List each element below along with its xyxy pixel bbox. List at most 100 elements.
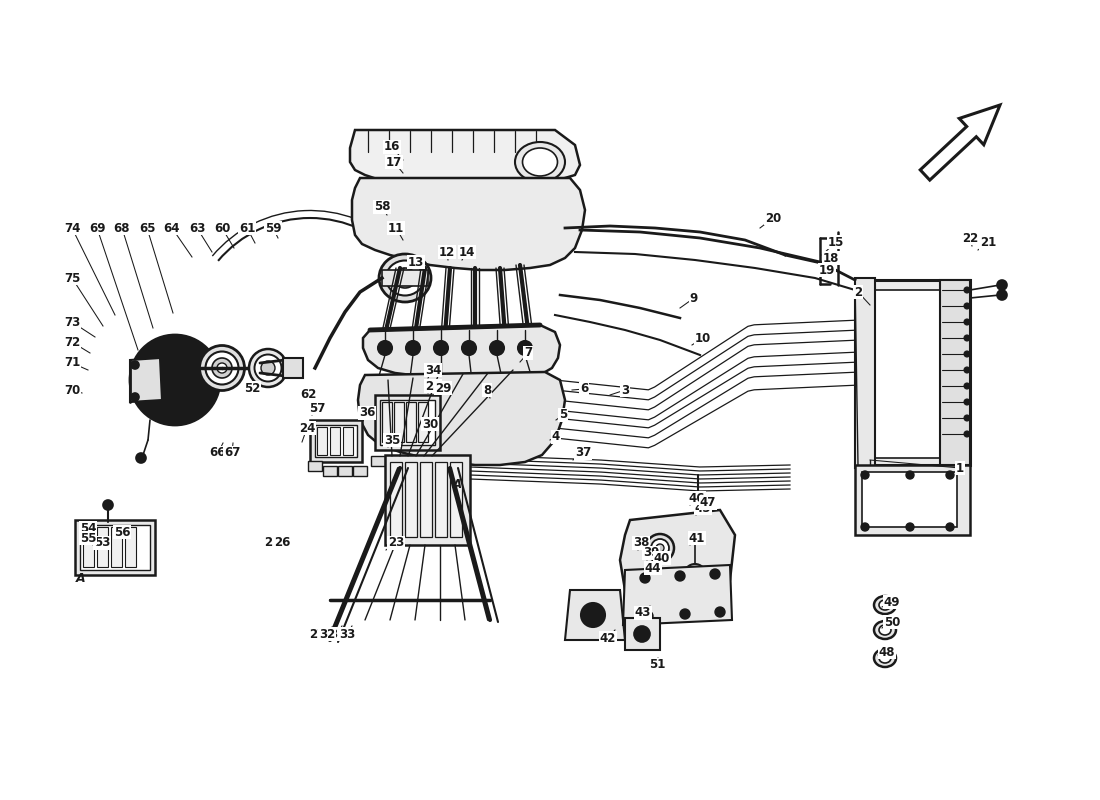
Circle shape — [964, 351, 970, 357]
Text: 5: 5 — [559, 409, 568, 422]
Text: 69: 69 — [89, 222, 106, 234]
Circle shape — [131, 393, 139, 401]
Circle shape — [381, 344, 389, 352]
Text: 39: 39 — [642, 546, 659, 559]
Ellipse shape — [879, 625, 891, 635]
Bar — [385, 455, 470, 545]
Circle shape — [493, 344, 500, 352]
Bar — [97, 527, 108, 567]
Bar — [390, 462, 402, 537]
Bar — [317, 427, 327, 455]
Bar — [855, 465, 970, 535]
Circle shape — [964, 383, 970, 389]
Bar — [434, 462, 447, 537]
Bar — [371, 456, 385, 466]
Circle shape — [964, 287, 970, 293]
Text: 62: 62 — [300, 389, 316, 402]
Circle shape — [518, 341, 532, 355]
Circle shape — [378, 341, 392, 355]
Ellipse shape — [386, 261, 424, 295]
Polygon shape — [350, 130, 580, 186]
Text: 56: 56 — [113, 526, 130, 538]
Text: 19: 19 — [818, 263, 835, 277]
Circle shape — [644, 611, 653, 621]
Text: 28: 28 — [425, 379, 441, 393]
Circle shape — [946, 471, 954, 479]
Text: 32: 32 — [319, 627, 336, 641]
Text: 52: 52 — [244, 382, 261, 394]
Text: 46: 46 — [689, 491, 705, 505]
Text: 1: 1 — [956, 462, 964, 474]
Text: 53: 53 — [94, 537, 110, 550]
Circle shape — [964, 335, 970, 341]
Circle shape — [946, 523, 954, 531]
Ellipse shape — [522, 148, 558, 176]
Bar — [420, 462, 432, 537]
Bar — [82, 527, 94, 567]
Bar — [353, 466, 367, 476]
Text: 55: 55 — [79, 531, 97, 545]
Bar — [310, 420, 362, 462]
Text: 44: 44 — [645, 562, 661, 574]
Text: 42: 42 — [600, 631, 616, 645]
Bar — [80, 525, 150, 570]
Polygon shape — [921, 105, 1000, 180]
Text: 45: 45 — [695, 502, 712, 514]
Bar — [330, 427, 340, 455]
Circle shape — [130, 335, 220, 425]
Circle shape — [163, 368, 187, 392]
Polygon shape — [358, 372, 565, 465]
Text: 43: 43 — [635, 606, 651, 619]
Text: 34: 34 — [425, 363, 441, 377]
Bar — [111, 527, 122, 567]
Circle shape — [581, 603, 605, 627]
Text: 68: 68 — [113, 222, 130, 234]
Bar — [343, 427, 353, 455]
Bar — [75, 520, 155, 575]
Bar — [866, 290, 946, 458]
Text: 16: 16 — [384, 141, 400, 154]
Circle shape — [437, 344, 446, 352]
Text: 4: 4 — [552, 430, 560, 443]
Text: 36: 36 — [359, 406, 375, 419]
Text: 24: 24 — [299, 422, 316, 434]
Bar — [379, 400, 434, 445]
Text: 13: 13 — [408, 255, 425, 269]
Circle shape — [634, 626, 650, 642]
Ellipse shape — [199, 346, 244, 390]
Circle shape — [640, 573, 650, 583]
Text: 47: 47 — [700, 497, 716, 510]
Ellipse shape — [879, 600, 891, 610]
Text: 51: 51 — [649, 658, 666, 671]
Text: 63: 63 — [189, 222, 206, 234]
Circle shape — [521, 344, 529, 352]
Text: 66: 66 — [210, 446, 227, 459]
Text: 26: 26 — [274, 537, 290, 550]
Text: 18: 18 — [823, 251, 839, 265]
Text: 12: 12 — [439, 246, 455, 258]
Text: 75: 75 — [64, 271, 80, 285]
Circle shape — [409, 344, 417, 352]
Circle shape — [964, 367, 970, 373]
Text: 2: 2 — [854, 286, 862, 298]
Circle shape — [131, 361, 139, 369]
Text: 72: 72 — [64, 335, 80, 349]
Circle shape — [715, 607, 725, 617]
Ellipse shape — [261, 361, 275, 375]
Circle shape — [490, 341, 504, 355]
Text: 9: 9 — [690, 291, 698, 305]
Text: 65: 65 — [139, 222, 155, 234]
Ellipse shape — [212, 358, 232, 378]
Text: 59: 59 — [265, 222, 282, 234]
Bar — [406, 402, 416, 442]
Circle shape — [997, 290, 1006, 300]
Text: 31: 31 — [329, 627, 345, 641]
Text: 30: 30 — [422, 418, 438, 430]
Polygon shape — [130, 358, 162, 402]
Bar — [338, 466, 352, 476]
Text: A: A — [453, 478, 462, 491]
Text: 35: 35 — [384, 434, 400, 446]
Circle shape — [964, 399, 970, 405]
Circle shape — [462, 341, 476, 355]
Text: 50: 50 — [883, 615, 900, 629]
